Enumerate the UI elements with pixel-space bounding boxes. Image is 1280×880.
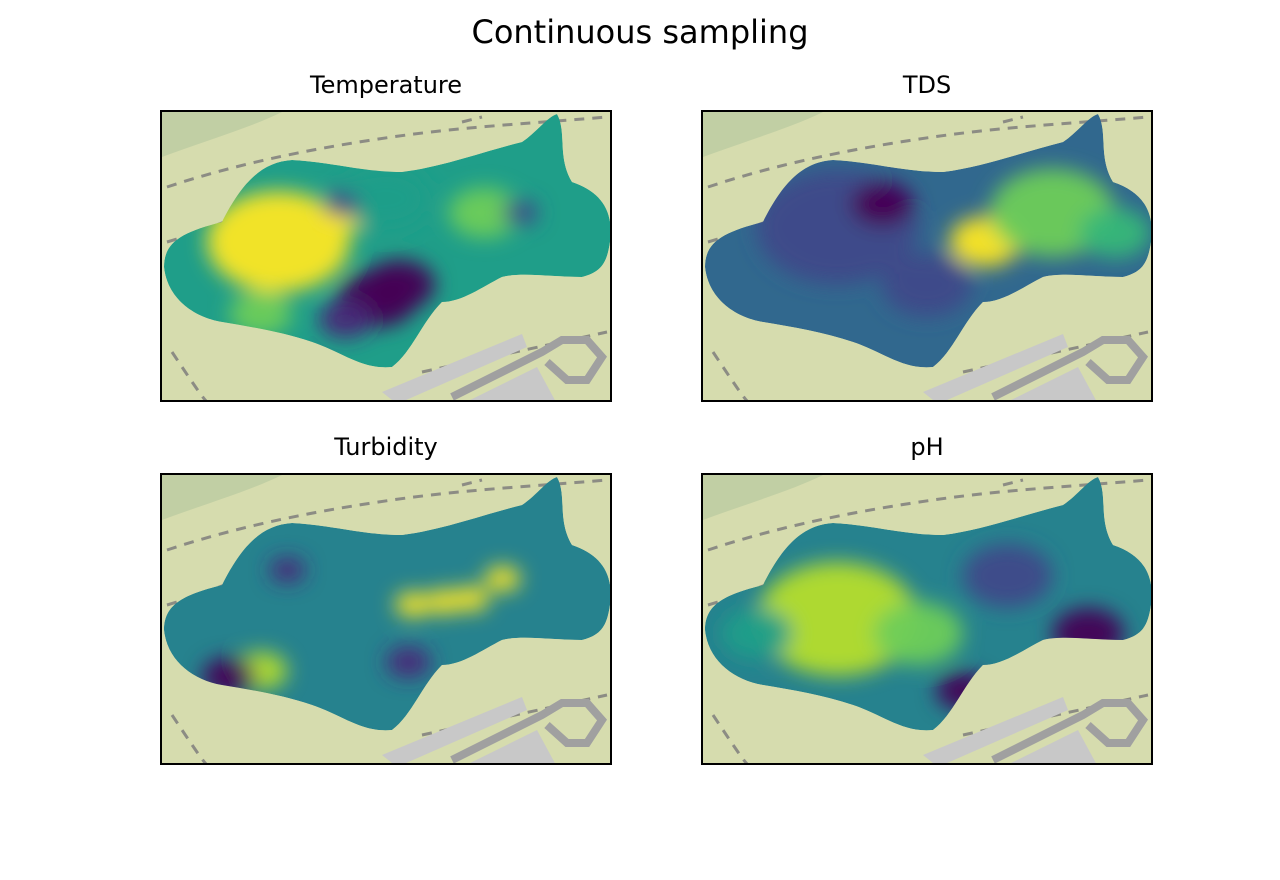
map-road-dashed: [1002, 478, 1024, 487]
map-road-dashed: [711, 714, 749, 763]
map-building: [470, 367, 555, 400]
heatmap-hotspot: [453, 586, 490, 612]
heatmap-hotspot: [448, 187, 521, 239]
heatmap-hotspot: [882, 253, 972, 317]
map-footpath: [991, 336, 1149, 400]
map-building: [382, 334, 527, 400]
heatmap-hotspot: [269, 557, 306, 583]
heatmap-hotspot: [394, 591, 431, 618]
map-road-dashed: [711, 351, 749, 400]
heatmap-hotspot: [229, 291, 292, 336]
heatmap-hotspot: [386, 646, 431, 679]
panel-title-temperature: Temperature: [309, 71, 463, 99]
heatmap-svg: [162, 475, 610, 763]
map-park-area: [703, 112, 823, 157]
heatmap-svg: [703, 112, 1151, 400]
heatmap-hotspot: [202, 657, 257, 696]
map-road-dashed: [461, 478, 483, 487]
heatmap-hotspot: [756, 561, 919, 677]
map-road-dashed: [170, 351, 208, 400]
heatmap-base-field: [164, 477, 610, 731]
heatmap-svg: [162, 112, 610, 400]
heatmap-hotspot: [318, 300, 373, 339]
heatmap-hotspot: [1052, 608, 1125, 659]
heatmap-panel-turbidity: [160, 473, 612, 765]
heatmap-hotspot: [341, 166, 431, 231]
map-road-dashed: [170, 714, 208, 763]
heatmap-hotspot: [502, 200, 539, 226]
map-park-area: [162, 475, 282, 520]
panel-title-turbidity: Turbidity: [334, 433, 438, 461]
heatmap-hotspot: [484, 566, 521, 592]
map-park-area: [703, 475, 823, 520]
heatmap-hotspot: [962, 544, 1053, 608]
heatmap-panel-temperature: [160, 110, 612, 402]
heatmap-svg: [703, 475, 1151, 763]
map-building: [382, 697, 527, 763]
heatmap-hotspot: [323, 191, 360, 217]
map-building: [470, 730, 555, 763]
map-building: [1011, 367, 1096, 400]
heatmap-hotspot: [850, 181, 914, 227]
heatmap-hotspot: [873, 601, 963, 666]
map-building: [923, 334, 1068, 400]
map-footpath: [450, 336, 608, 400]
map-road-dashed: [1002, 115, 1024, 124]
heatmap-hotspot: [720, 608, 793, 659]
map-road-dashed: [461, 115, 483, 124]
heatmap-hotspot: [935, 671, 990, 711]
figure-title: Continuous sampling: [471, 13, 809, 51]
heatmap-hotspot: [426, 589, 463, 615]
heatmap-hotspot: [1079, 207, 1151, 259]
panel-title-tds: TDS: [902, 71, 952, 99]
heatmap-panel-ph: [701, 473, 1153, 765]
heatmap-hotspot: [206, 190, 351, 293]
heatmap-panel-tds: [701, 110, 1153, 402]
map-park-area: [162, 112, 282, 157]
map-building: [923, 697, 1068, 763]
panel-title-ph: pH: [910, 433, 944, 461]
map-footpath: [450, 699, 608, 763]
map-building: [1011, 730, 1096, 763]
heatmap-hotspot: [363, 259, 436, 311]
map-footpath: [991, 699, 1149, 763]
